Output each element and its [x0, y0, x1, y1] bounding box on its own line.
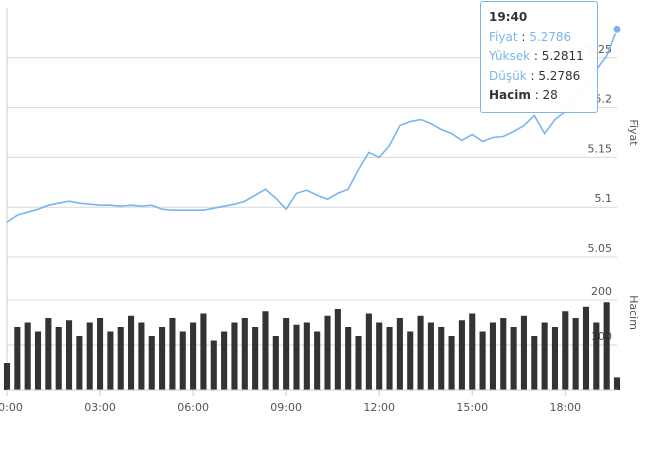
volume-bar — [76, 336, 83, 390]
y-tick-label: 200 — [591, 285, 612, 298]
volume-bar — [200, 313, 207, 390]
volume-bar — [541, 322, 548, 390]
tooltip-row: Düşük : 5.2786 — [489, 68, 581, 83]
tooltip-row: Fiyat : 5.2786 — [489, 29, 572, 44]
volume-bar — [210, 340, 217, 390]
volume-bar — [24, 322, 31, 390]
volume-bar — [593, 322, 600, 390]
volume-bar — [582, 306, 590, 390]
volume-bar — [303, 322, 310, 390]
tooltip-label: Düşük — [489, 68, 527, 83]
volume-bar — [272, 336, 279, 390]
volume-bar — [396, 318, 403, 390]
volume-bar — [283, 318, 290, 390]
volume-bar — [179, 331, 186, 390]
x-tick-label: 15:00 — [456, 401, 488, 414]
volume-bar — [510, 327, 517, 390]
tooltip-label: Hacim — [489, 88, 531, 102]
y-tick-label: 5.15 — [588, 142, 613, 155]
volume-bar — [138, 322, 145, 390]
volume-bar — [438, 327, 445, 390]
volume-bar — [128, 315, 135, 390]
volume-bar — [324, 315, 331, 390]
axis-title: Fiyat — [627, 119, 640, 146]
tooltip-time-text: 19:40 — [489, 10, 528, 24]
y-tick-label: 5.2 — [595, 93, 613, 106]
volume-bar — [221, 331, 228, 390]
volume-bar — [531, 336, 538, 390]
tooltip-row: Yüksek : 5.2811 — [489, 49, 584, 63]
volume-bar — [190, 322, 197, 390]
volume-bar — [551, 327, 559, 390]
volume-bar — [231, 322, 238, 390]
volume-bar — [86, 322, 93, 390]
volume-bar — [355, 336, 362, 390]
volume-bar — [448, 336, 455, 390]
volume-bar — [489, 322, 496, 390]
volume-bar — [107, 331, 114, 390]
volume-bar — [45, 318, 52, 390]
volume-bar — [65, 320, 73, 390]
volume-bar — [14, 327, 21, 390]
volume-bar — [252, 327, 259, 390]
volume-bar — [479, 331, 486, 390]
volume-bar — [34, 331, 42, 390]
volume-bar — [241, 318, 248, 390]
x-tick-label: 03:00 — [84, 401, 116, 414]
volume-bar — [117, 327, 124, 390]
volume-bar — [159, 327, 166, 390]
tooltip-label: Fiyat — [489, 29, 518, 44]
price-line — [6, 29, 618, 223]
volume-bar — [169, 318, 176, 390]
volume-bar — [293, 324, 300, 390]
volume-bar — [469, 313, 476, 390]
volume-bar — [3, 363, 11, 390]
x-tick-label: 18:00 — [549, 401, 581, 414]
tooltip: 19:40 Fiyat : 5.2786 Yüksek : 5.2811 Düş… — [480, 1, 598, 113]
tooltip-row: Hacim : 28 — [489, 88, 558, 102]
tooltip-label: Yüksek — [489, 49, 531, 63]
x-tick-label: 06:00 — [177, 401, 209, 414]
tooltip-time: 19:40 — [489, 8, 589, 28]
volume-bar — [603, 302, 610, 390]
hover-point — [612, 24, 622, 34]
x-tick-label: 00:00 — [0, 401, 23, 414]
volume-bar — [148, 336, 155, 390]
tooltip-value: 28 — [542, 88, 558, 102]
axis-title: Hacim — [627, 295, 640, 330]
volume-bar — [613, 377, 621, 390]
y-tick-label: 5.05 — [588, 242, 613, 255]
volume-bar — [572, 318, 579, 390]
volume-bar — [427, 322, 434, 390]
tooltip-value: 5.2811 — [541, 49, 584, 63]
volume-bar — [386, 327, 393, 390]
volume-bar — [520, 315, 527, 390]
volume-bar — [500, 318, 507, 390]
x-tick-label: 09:00 — [270, 401, 302, 414]
volume-bar — [562, 311, 569, 390]
x-tick-label: 12:00 — [363, 401, 395, 414]
volume-bar — [407, 331, 414, 390]
volume-bar — [365, 313, 372, 390]
tooltip-value: 5.2786 — [538, 68, 581, 83]
tooltip-value: 5.2786 — [529, 29, 572, 44]
volume-bar — [417, 315, 424, 390]
volume-bar — [55, 327, 62, 390]
volume-bar — [458, 320, 465, 390]
volume-bar — [262, 311, 269, 390]
volume-bar — [97, 318, 104, 390]
y-tick-label: 5.1 — [595, 192, 613, 205]
volume-bar — [314, 331, 321, 390]
volume-bar — [376, 322, 383, 390]
volume-bar — [334, 309, 341, 390]
volume-bar — [345, 327, 352, 390]
